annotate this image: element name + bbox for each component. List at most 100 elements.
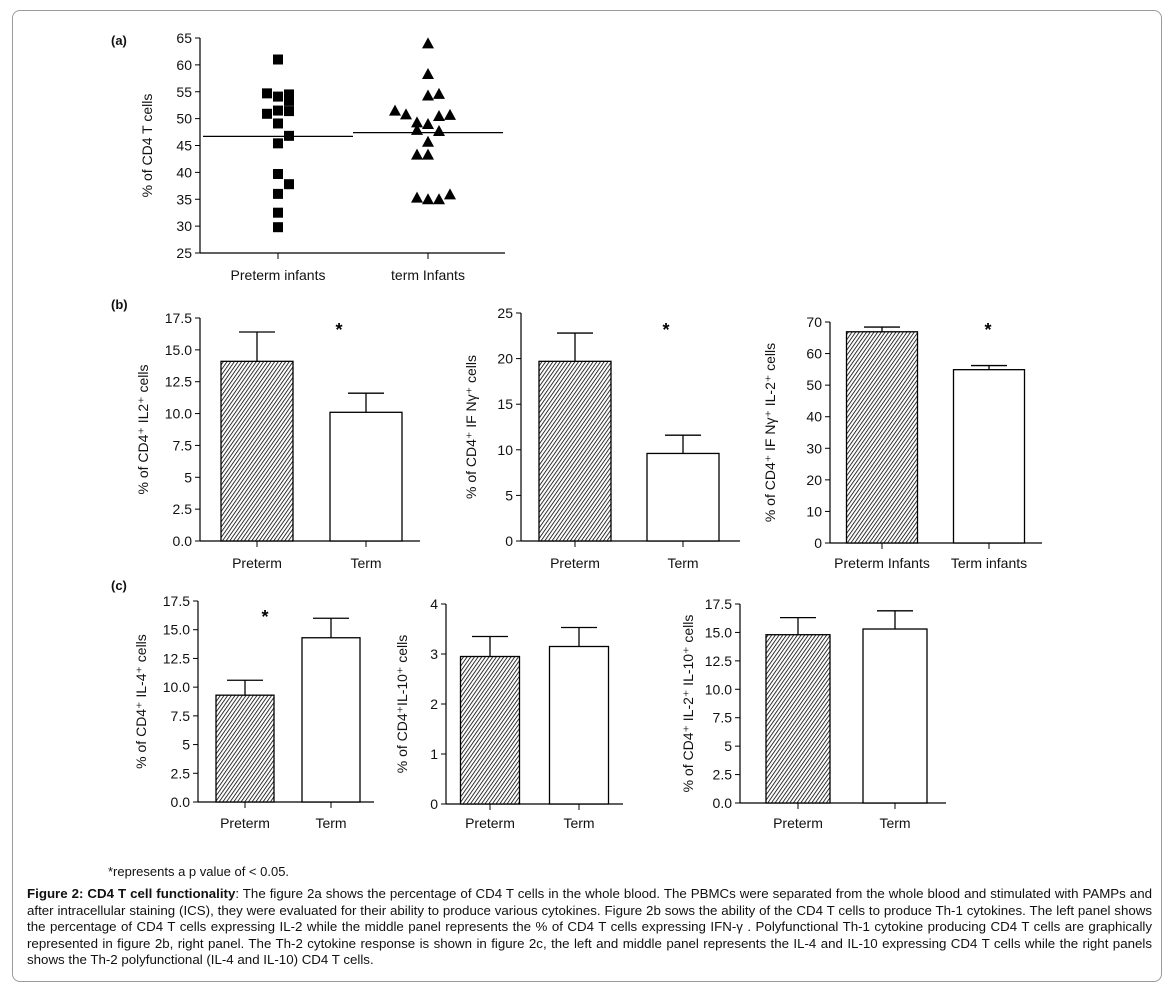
bar-preterm bbox=[459, 655, 521, 805]
y-axis-title: % of CD4⁺ IL-2⁺ IL-10⁺ cells bbox=[680, 615, 696, 793]
y-tick-label: 0 bbox=[814, 535, 822, 551]
data-point-square bbox=[284, 106, 294, 117]
significance-star: * bbox=[261, 607, 268, 627]
y-tick-label: 35 bbox=[176, 191, 192, 207]
panel-label-b: (b) bbox=[111, 297, 128, 312]
bar-term bbox=[862, 628, 928, 804]
bar-preterm bbox=[538, 360, 612, 542]
y-tick-label: 15.0 bbox=[705, 624, 732, 640]
y-tick-label: 2.5 bbox=[173, 501, 193, 517]
data-point-square bbox=[273, 54, 283, 65]
data-point-triangle bbox=[433, 193, 445, 205]
y-tick-label: 17.5 bbox=[165, 310, 192, 326]
x-category-label: Term bbox=[315, 815, 346, 831]
x-category-label: Preterm bbox=[773, 815, 823, 831]
data-point-triangle bbox=[444, 108, 456, 120]
y-tick-label: 17.5 bbox=[705, 596, 732, 612]
y-tick-label: 10.0 bbox=[705, 681, 732, 697]
y-tick-label: 15.0 bbox=[163, 622, 190, 638]
x-category-label: Preterm bbox=[465, 815, 515, 831]
y-tick-label: 0.0 bbox=[173, 533, 193, 549]
y-tick-label: 15 bbox=[497, 396, 513, 412]
y-tick-label: 5 bbox=[505, 487, 513, 503]
y-tick-label: 7.5 bbox=[173, 437, 193, 453]
y-tick-label: 1 bbox=[430, 746, 438, 762]
data-point-triangle bbox=[422, 193, 434, 205]
y-axis-title: % of CD4⁺ IF Nγ⁺ IL-2⁺ cells bbox=[762, 343, 778, 522]
y-tick-label: 17.5 bbox=[163, 593, 190, 609]
x-category-label: Preterm bbox=[232, 555, 282, 571]
y-tick-label: 12.5 bbox=[705, 653, 732, 669]
y-tick-label: 7.5 bbox=[713, 710, 733, 726]
x-category-label: Preterm bbox=[550, 555, 600, 571]
y-tick-label: 2 bbox=[430, 696, 438, 712]
y-tick-label: 10.0 bbox=[163, 679, 190, 695]
y-tick-label: 10 bbox=[497, 442, 513, 458]
bar-term-infants bbox=[952, 369, 1026, 544]
y-tick-label: 0 bbox=[505, 533, 513, 549]
bar-term bbox=[646, 452, 720, 542]
y-tick-label: 65 bbox=[176, 30, 192, 46]
y-axis-title: % of CD4 T cells bbox=[139, 94, 155, 198]
y-tick-label: 30 bbox=[176, 218, 192, 234]
x-category-label: Term bbox=[563, 815, 594, 831]
data-point-square bbox=[273, 91, 283, 102]
data-point-square bbox=[284, 179, 294, 190]
bar-preterm bbox=[215, 694, 275, 803]
data-point-triangle bbox=[411, 148, 423, 160]
panel-label-a: (a) bbox=[111, 33, 127, 48]
data-point-square bbox=[262, 88, 272, 99]
bar-preterm-infants bbox=[845, 331, 919, 544]
y-tick-label: 12.5 bbox=[165, 374, 192, 390]
data-point-triangle bbox=[433, 109, 445, 121]
y-tick-label: 20 bbox=[497, 351, 513, 367]
data-point-triangle bbox=[411, 191, 423, 203]
data-point-triangle bbox=[433, 87, 445, 99]
data-point-square bbox=[262, 108, 272, 119]
y-axis-title: % of CD4⁺ IL-4⁺ cells bbox=[133, 634, 149, 769]
data-point-triangle bbox=[389, 104, 401, 116]
data-point-square bbox=[273, 138, 283, 149]
data-point-triangle bbox=[422, 37, 434, 49]
data-point-triangle bbox=[422, 118, 434, 129]
y-tick-label: 40 bbox=[176, 164, 192, 180]
y-tick-label: 5 bbox=[724, 738, 732, 754]
data-point-triangle bbox=[422, 135, 434, 147]
y-tick-label: 0 bbox=[430, 796, 438, 812]
y-tick-label: 50 bbox=[176, 111, 192, 127]
y-tick-label: 55 bbox=[176, 84, 192, 100]
significance-star: * bbox=[335, 320, 342, 340]
data-point-triangle bbox=[422, 68, 434, 80]
x-category-label: Term bbox=[667, 555, 698, 571]
figure-frame bbox=[12, 10, 1162, 982]
data-point-triangle bbox=[433, 124, 445, 136]
y-tick-label: 10 bbox=[806, 503, 822, 519]
y-tick-label: 12.5 bbox=[163, 650, 190, 666]
significance-star: * bbox=[662, 320, 669, 340]
data-point-triangle bbox=[400, 108, 412, 120]
data-point-square bbox=[273, 118, 283, 129]
y-tick-label: 15.0 bbox=[165, 342, 192, 358]
y-tick-label: 45 bbox=[176, 138, 192, 154]
y-tick-label: 2.5 bbox=[171, 765, 191, 781]
x-category-label: term Infants bbox=[391, 267, 465, 283]
y-tick-label: 30 bbox=[806, 440, 822, 456]
panel-label-c: (c) bbox=[111, 578, 127, 593]
figure-caption: Figure 2: CD4 T cell functionality: The … bbox=[27, 886, 1152, 969]
y-tick-label: 3 bbox=[430, 646, 438, 662]
y-tick-label: 20 bbox=[806, 472, 822, 488]
y-tick-label: 40 bbox=[806, 409, 822, 425]
x-category-label: Preterm infants bbox=[231, 267, 326, 283]
data-point-square bbox=[273, 207, 283, 218]
y-tick-label: 5 bbox=[184, 469, 192, 485]
data-point-square bbox=[273, 105, 283, 116]
data-point-square bbox=[273, 168, 283, 179]
bar-term bbox=[329, 411, 403, 542]
significance-footnote: *represents a p value of < 0.05. bbox=[108, 864, 290, 879]
y-tick-label: 2.5 bbox=[713, 767, 733, 783]
bar-preterm bbox=[220, 360, 294, 542]
data-point-triangle bbox=[411, 116, 423, 128]
y-tick-label: 70 bbox=[806, 314, 822, 330]
x-category-label: Term infants bbox=[951, 555, 1027, 571]
